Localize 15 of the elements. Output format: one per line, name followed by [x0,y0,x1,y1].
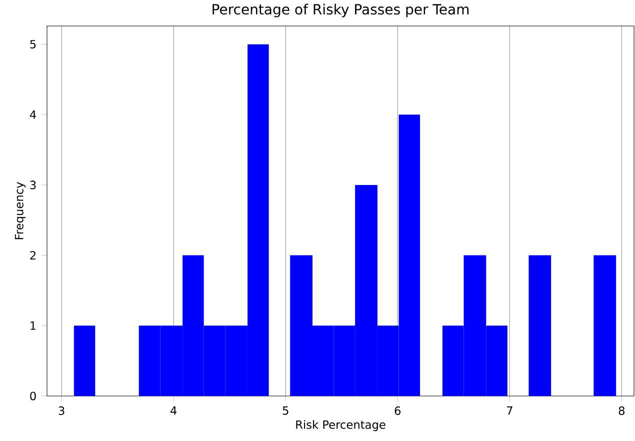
x-tick-label: 8 [618,406,625,415]
x-tick-label: 3 [58,406,64,415]
y-tick-label: 0 [30,392,36,400]
y-tick-label: 5 [30,40,36,48]
x-tick-label: 7 [506,406,512,415]
y-tick-label: 1 [30,322,36,330]
y-tick-label: 4 [30,110,36,119]
chart-title: Percentage of Risky Passes per Team [212,4,469,18]
y-axis-title: Frequency [14,182,26,240]
x-tick-label: 4 [170,406,177,415]
x-axis-title: Risk Percentage [296,420,386,432]
y-tick-label: 3 [30,180,36,190]
y-tick-label: 2 [30,251,36,260]
x-tick-label: 6 [394,406,401,415]
x-tick-label: 5 [282,406,288,415]
